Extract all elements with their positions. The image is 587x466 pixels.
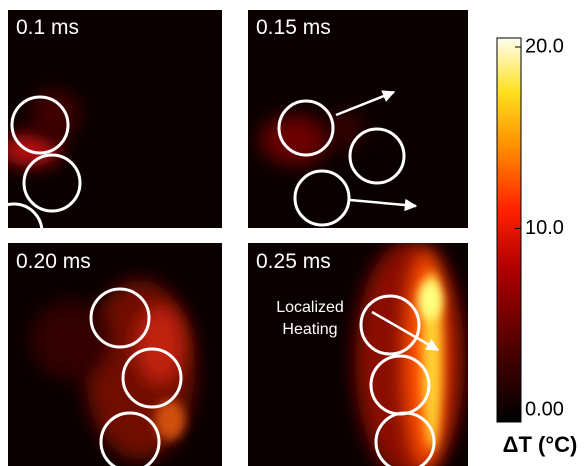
annotation: Localized xyxy=(276,299,344,316)
panel-1: 0.1 ms xyxy=(0,10,222,260)
body: 0.1 ms 0.15 ms 0.20 ms Localized Heating… xyxy=(0,0,587,466)
colorbar xyxy=(497,38,521,422)
tick-label: 0.00 xyxy=(525,398,564,420)
panel-label: 0.1 ms xyxy=(16,16,79,39)
panel-label: 0.25 ms xyxy=(256,250,331,273)
tick-label: 10.0 xyxy=(525,217,564,239)
panel-3: 0.20 ms xyxy=(8,243,222,466)
panel-2: 0.15 ms xyxy=(248,10,468,228)
panel-label: 0.20 ms xyxy=(16,250,91,273)
tick-label: 20.0 xyxy=(525,35,564,57)
panel-label: 0.15 ms xyxy=(256,16,331,39)
panel-4: Localized Heating 0.25 ms xyxy=(248,240,468,466)
annotation: Heating xyxy=(282,321,337,338)
page: {"panels": [ {"label": "0.1 ms"}, {"labe… xyxy=(0,0,587,466)
figure: 0.1 ms 0.15 ms 0.20 ms Localized Heating… xyxy=(0,0,587,466)
colorbar-ticks: 20.0 10.0 0.00 xyxy=(515,35,564,420)
colorbar-label: ΔT (°C) xyxy=(503,432,578,457)
